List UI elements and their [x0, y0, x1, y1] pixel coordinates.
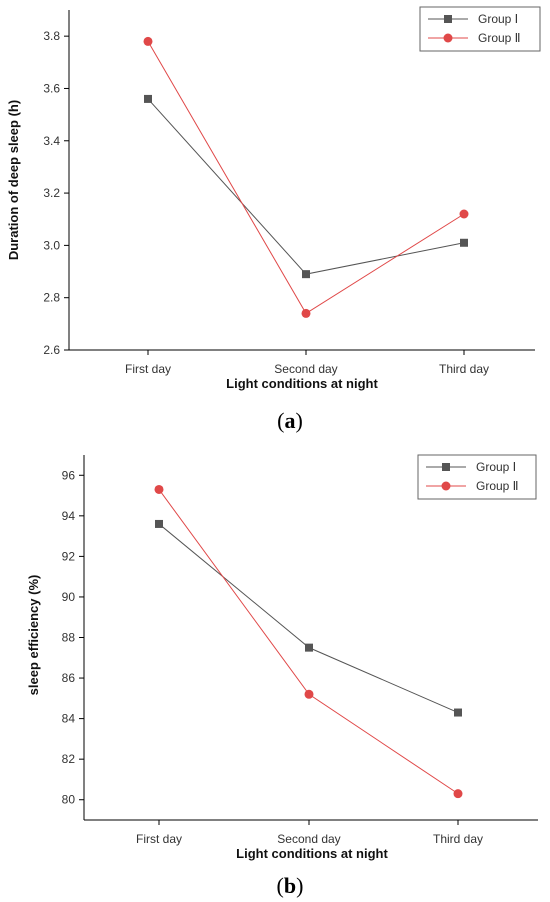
legend-marker-square	[444, 15, 452, 23]
y-tick-label: 2.6	[43, 343, 60, 357]
data-point-square	[302, 270, 310, 279]
series-line	[158, 489, 459, 795]
y-tick-label: 86	[62, 671, 76, 685]
caption-close: )	[296, 873, 303, 898]
caption-close: )	[296, 408, 303, 433]
chart-a: 2.6 2.8 3.0 3.2 3.4 3.6 3.8 First day Second da…	[6, 6, 541, 433]
x-tick-label: Third day	[439, 362, 489, 376]
legend-box	[417, 454, 537, 500]
y-tick-label: 3.4	[43, 134, 60, 148]
series-line	[158, 523, 459, 713]
legend-label: Group Ⅱ	[478, 31, 521, 45]
data-point-circle	[453, 789, 463, 799]
y-tick-label: 94	[62, 509, 76, 523]
legend: Group Ⅰ Group Ⅱ	[419, 6, 541, 52]
y-tick-label: 96	[62, 468, 76, 482]
legend-label: Group Ⅰ	[476, 460, 516, 474]
legend-box	[419, 6, 541, 52]
x-axis-title: Light conditions at night	[226, 376, 378, 391]
x-tick-label: First day	[125, 362, 171, 376]
y-tick-label: 92	[62, 549, 76, 563]
legend-label: Group Ⅱ	[476, 479, 519, 493]
data-point-circle	[143, 36, 153, 46]
x-tick-label: Second day	[277, 832, 340, 846]
data-point-square	[454, 708, 462, 717]
y-ticks: 2.6 2.8 3.0 3.2 3.4 3.6 3.8	[43, 29, 69, 357]
legend-marker-square	[442, 463, 450, 471]
data-point-circle	[154, 484, 164, 494]
x-tick-label: Second day	[274, 362, 337, 376]
y-tick-label: 3.0	[43, 238, 60, 252]
series-lines	[154, 484, 463, 799]
legend-marker-circle	[441, 481, 451, 491]
data-point-circle	[459, 209, 469, 219]
series-lines	[143, 36, 469, 318]
caption-open: (	[277, 873, 284, 898]
data-point-circle	[301, 308, 311, 318]
caption-letter: a	[285, 408, 296, 433]
y-axis-title: sleep efficiency (%)	[26, 575, 41, 696]
y-tick-label: 3.2	[43, 186, 60, 200]
y-tick-label: 3.6	[43, 81, 60, 95]
y-axis-title: Duration of deep sleep (h)	[6, 100, 21, 260]
x-axis-title: Light conditions at night	[236, 846, 388, 861]
caption-open: (	[277, 408, 284, 433]
legend-items: Group Ⅰ Group Ⅱ	[426, 460, 519, 493]
data-point-square	[460, 238, 468, 247]
legend-items: Group Ⅰ Group Ⅱ	[428, 12, 521, 45]
data-point-circle	[304, 689, 314, 699]
y-tick-label: 88	[62, 631, 76, 645]
data-point-square	[305, 643, 313, 652]
y-ticks: 80 82 84 86 88 90 92 94 96	[62, 468, 84, 807]
legend-marker-circle	[443, 33, 453, 43]
x-tick-label: Third day	[433, 832, 483, 846]
y-tick-label: 90	[62, 590, 76, 604]
data-point-square	[155, 519, 163, 528]
caption-letter: b	[284, 873, 296, 898]
legend-label: Group Ⅰ	[478, 12, 518, 26]
y-tick-label: 3.8	[43, 29, 60, 43]
y-tick-label: 80	[62, 793, 76, 807]
x-ticks: First day Second day Third day	[125, 350, 489, 376]
chart-b: 80 82 84 86 88 90 92 94 96 First day Second day Th…	[26, 454, 538, 898]
legend: Group Ⅰ Group Ⅱ	[417, 454, 537, 500]
y-tick-label: 2.8	[43, 291, 60, 305]
data-point-square	[144, 94, 152, 103]
y-tick-label: 84	[62, 712, 76, 726]
y-tick-label: 82	[62, 752, 76, 766]
caption-a: (a)	[277, 408, 303, 433]
caption-b: (b)	[277, 873, 304, 898]
x-tick-label: First day	[136, 832, 182, 846]
x-ticks: First day Second day Third day	[136, 820, 483, 846]
series-line	[147, 98, 465, 275]
